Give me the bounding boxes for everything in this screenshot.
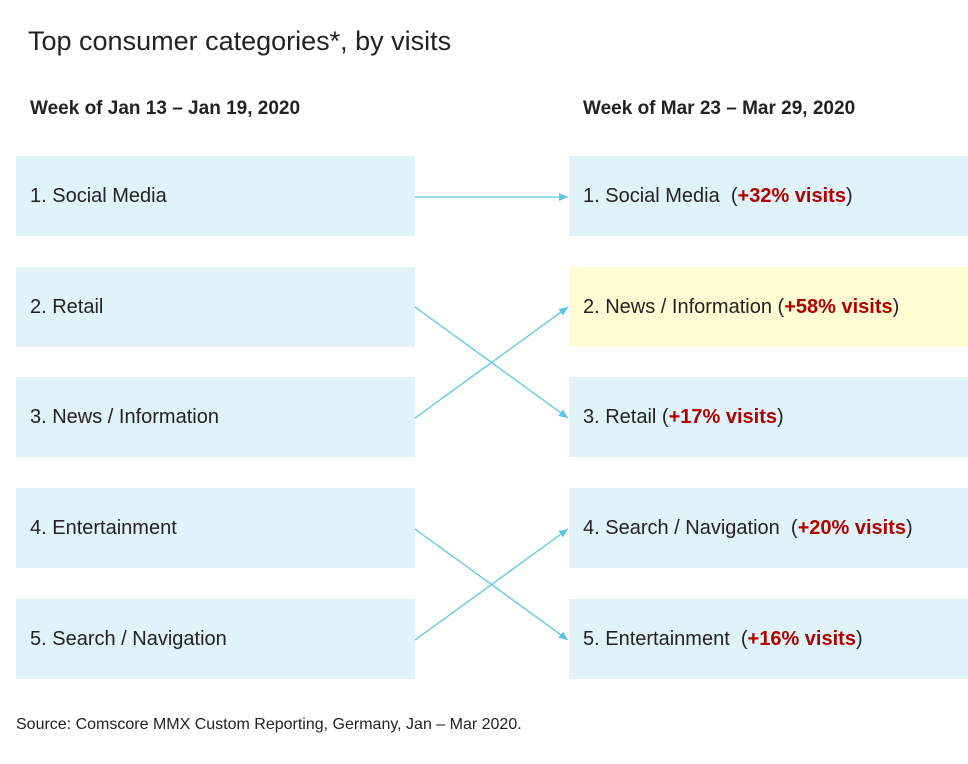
arrow-news-information [414,306,569,419]
paren-close: ) [905,516,913,539]
arrow-entertainment [414,528,569,641]
left-column-heading: Week of Jan 13 – Jan 19, 2020 [30,98,301,119]
right-item-label: 2. News / Information [583,295,772,318]
left-item-social-media: 1. Social Media [16,156,415,236]
paren-close: ) [845,184,853,207]
arrow-search-navigation [414,528,569,641]
paren-close: ) [892,295,900,318]
right-item-search-navigation: 4. Search / Navigation (+20% visits) [569,488,968,568]
page-title: Top consumer categories*, by visits [28,26,452,56]
left-item-retail: 2. Retail [16,267,415,347]
arrow-retail [414,306,569,419]
right-item-entertainment: 5. Entertainment (+16% visits) [569,599,968,679]
right-item-label: 5. Entertainment [583,627,730,650]
right-item-news-information: 2. News / Information (+58% visits) [569,267,968,347]
left-item-label: 2. Retail [30,295,104,318]
paren-open: ( [729,627,748,650]
left-item-news-information: 3. News / Information [16,377,415,457]
visits-change: +58% visits [784,295,893,318]
left-item-search-navigation: 5. Search / Navigation [16,599,415,679]
visits-change: +16% visits [747,627,856,650]
visits-change: +17% visits [668,405,778,428]
paren-open: ( [771,295,785,318]
left-item-label: 4. Entertainment [30,516,177,539]
paren-open: ( [779,516,798,539]
right-item-label: 1. Social Media [583,184,720,207]
visits-change: +20% visits [797,516,906,539]
visits-change: +32% visits [737,184,846,207]
left-item-entertainment: 4. Entertainment [16,488,415,568]
right-item-label: 3. Retail [583,405,657,428]
right-item-label: 4. Search / Navigation [583,516,780,539]
paren-close: ) [777,405,784,428]
left-item-label: 5. Search / Navigation [30,627,227,650]
source-note: Source: Comscore MMX Custom Reporting, G… [16,716,522,733]
right-item-social-media: 1. Social Media (+32% visits) [569,156,968,236]
paren-close: ) [855,627,863,650]
paren-open: ( [656,405,669,428]
paren-open: ( [719,184,738,207]
left-item-label: 1. Social Media [30,184,167,207]
right-column-heading: Week of Mar 23 – Mar 29, 2020 [583,98,856,119]
right-item-retail: 3. Retail (+17% visits) [569,377,968,457]
left-item-label: 3. News / Information [30,405,219,428]
